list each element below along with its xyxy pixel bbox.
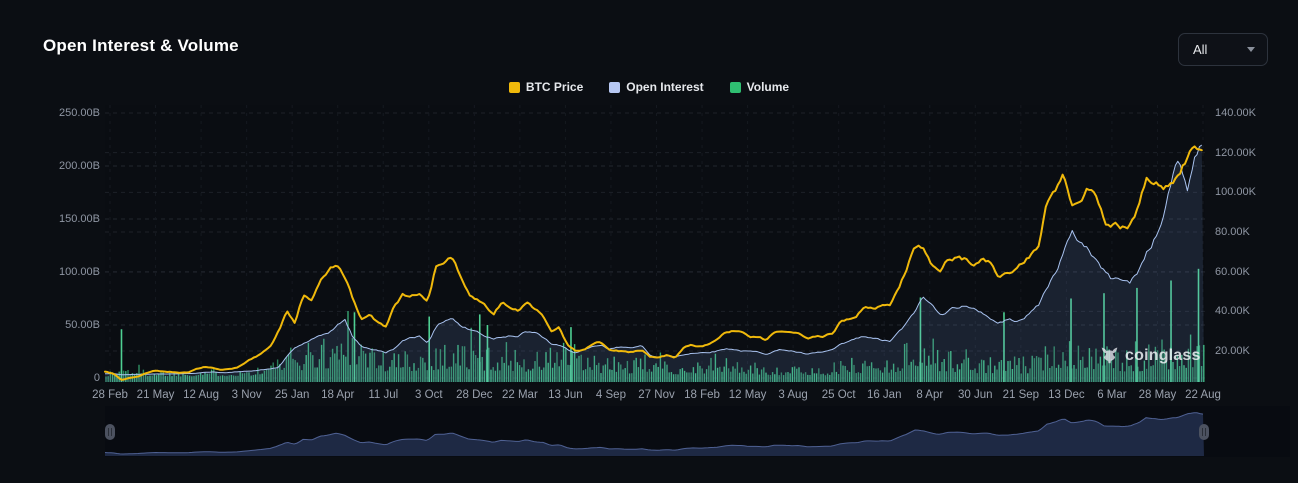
open-interest-area bbox=[105, 145, 1204, 382]
x-axis-label: 21 Sep bbox=[1002, 389, 1040, 401]
y-axis-left-label: 200.00B bbox=[59, 160, 100, 172]
x-axis-label: 25 Jan bbox=[274, 389, 310, 401]
y-axis-left-label: 0 bbox=[93, 372, 100, 384]
x-axis-label: 3 Aug bbox=[778, 389, 808, 401]
x-axis-label: 8 Apr bbox=[916, 389, 944, 401]
navigator[interactable] bbox=[104, 412, 1209, 456]
y-axis-right-label: 60.00K bbox=[1215, 265, 1250, 278]
y-axis-right-label: 120.00K bbox=[1215, 146, 1256, 159]
x-axis-label: 30 Jun bbox=[958, 389, 993, 401]
volume-bars bbox=[105, 268, 1205, 382]
navigator-area bbox=[105, 412, 1204, 456]
gridlines bbox=[105, 105, 1205, 385]
navigator-right-handle[interactable] bbox=[1199, 424, 1209, 440]
y-axis-left-label: 150.00B bbox=[59, 213, 100, 225]
btc-price-swatch-icon bbox=[508, 81, 520, 93]
x-axis-label: 25 Oct bbox=[821, 389, 856, 401]
x-axis-label: 28 May bbox=[1138, 389, 1177, 401]
x-axis-label: 13 Jun bbox=[548, 389, 583, 401]
chevron-down-icon bbox=[1247, 47, 1255, 52]
legend-item-btc-price[interactable]: BTC Price bbox=[508, 80, 583, 94]
navigator-line bbox=[104, 412, 1204, 455]
y-axis-right-label: 20.00K bbox=[1215, 345, 1250, 357]
x-axis-label: 16 Jan bbox=[866, 389, 902, 401]
x-axis-label: 3 Oct bbox=[415, 389, 443, 401]
y-axis-left-label: 250.00B bbox=[59, 107, 100, 119]
x-axis-label: 12 May bbox=[728, 389, 767, 401]
plot-area[interactable] bbox=[105, 105, 1205, 385]
legend-item-volume[interactable]: Volume bbox=[729, 80, 789, 94]
chart-legend: BTC Price Open Interest Volume bbox=[0, 80, 1298, 94]
x-axis-label: 18 Feb bbox=[684, 389, 720, 401]
navigator-left-handle[interactable] bbox=[105, 424, 115, 440]
btc-price-line bbox=[104, 145, 1203, 381]
volume-swatch-icon bbox=[729, 81, 741, 93]
y-axis-right-label: 40.00K bbox=[1215, 305, 1250, 318]
x-axis-label: 22 Mar bbox=[501, 389, 538, 401]
y-axis-right-label: 140.00K bbox=[1215, 107, 1256, 119]
y-axis-right-label: 80.00K bbox=[1215, 226, 1250, 238]
x-axis-label: 21 May bbox=[136, 389, 175, 401]
y-axis-left-label: 100.00B bbox=[59, 266, 100, 278]
y-axis-left-label: 50.00B bbox=[65, 319, 100, 331]
open-interest-swatch-icon bbox=[609, 81, 621, 93]
x-axis-label: 28 Feb bbox=[92, 389, 128, 401]
coinglass-bull-icon bbox=[1101, 347, 1118, 364]
legend-item-open-interest[interactable]: Open Interest bbox=[609, 80, 704, 94]
x-axis-label: 22 Aug bbox=[1185, 389, 1221, 401]
x-axis-label: 18 Apr bbox=[321, 389, 355, 401]
range-selector-dropdown[interactable]: All bbox=[1178, 33, 1268, 66]
x-axis-label: 13 Dec bbox=[1048, 389, 1085, 401]
x-axis-label: 11 Jul bbox=[368, 389, 399, 401]
x-axis-label: 28 Dec bbox=[456, 389, 493, 401]
x-axis-label: 4 Sep bbox=[595, 389, 626, 401]
x-axis-label: 12 Aug bbox=[183, 389, 219, 401]
y-axis-right-label: 100.00K bbox=[1215, 186, 1256, 199]
coinglass-watermark: coinglass bbox=[1100, 346, 1201, 365]
page-title: Open Interest & Volume bbox=[43, 36, 239, 55]
x-axis-label: 27 Nov bbox=[638, 389, 675, 401]
range-selector-value: All bbox=[1193, 42, 1208, 57]
x-axis-label: 3 Nov bbox=[231, 389, 262, 401]
x-axis-label: 6 Mar bbox=[1097, 389, 1127, 401]
